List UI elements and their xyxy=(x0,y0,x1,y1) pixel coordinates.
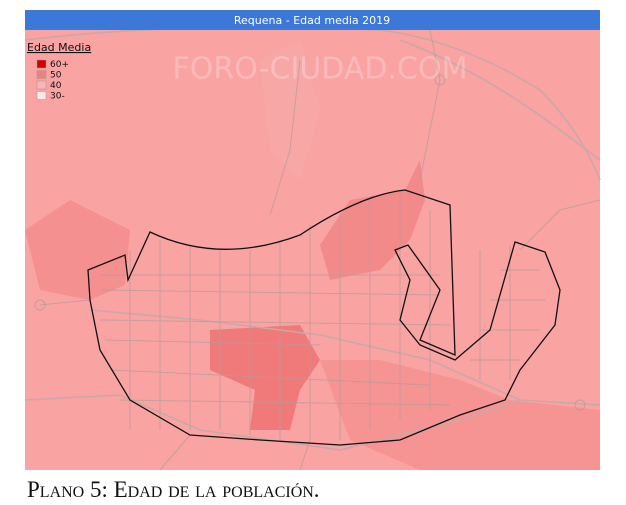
roundabout xyxy=(574,399,586,411)
road xyxy=(99,190,451,440)
legend-label: 60+ xyxy=(50,60,69,70)
legend-swatch xyxy=(36,59,47,69)
legend-label: 50 xyxy=(50,71,62,81)
legend-label: 30- xyxy=(50,92,65,102)
legend-swatch xyxy=(36,80,47,90)
municipal-boundary xyxy=(87,189,561,446)
road xyxy=(399,39,601,161)
roundabout xyxy=(434,74,446,86)
road xyxy=(89,309,521,401)
legend-label: 40 xyxy=(50,81,62,91)
road xyxy=(470,245,545,380)
legend-swatch xyxy=(36,70,47,79)
legend-title: Edad Media xyxy=(27,41,91,54)
title-bar xyxy=(25,10,600,30)
caption: Plano 5: Edad de la población. xyxy=(27,477,320,502)
road xyxy=(39,29,601,471)
watermark: FORO-CIUDAD.COM xyxy=(173,52,468,87)
map: Requena - Edad media 2019 FORO-CIUDAD.CO… xyxy=(24,10,601,471)
region xyxy=(260,40,320,180)
map-title: Requena - Edad media 2019 xyxy=(234,14,390,27)
legend-swatch xyxy=(36,91,47,100)
region xyxy=(320,160,425,280)
roundabout xyxy=(34,299,46,311)
